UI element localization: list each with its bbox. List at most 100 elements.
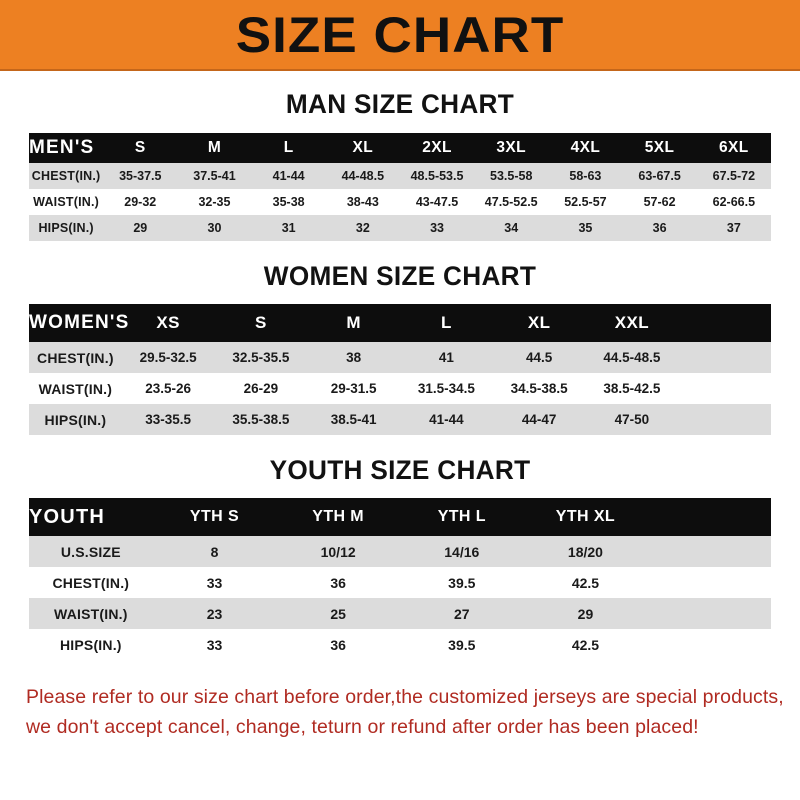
table-row: CHEST(IN.) 33 36 39.5 42.5 (29, 567, 771, 598)
table-row: CHEST(IN.) 29.5-32.5 32.5-35.5 38 41 44.… (29, 342, 771, 373)
women-row-1-cell-3: 31.5-34.5 (417, 381, 475, 396)
women-table-body: WOMEN'S XS S M L XL XXL CHEST(IN.) 29.5-… (29, 304, 771, 435)
man-row-2-cell-4: 33 (430, 221, 444, 235)
man-size-col-0: S (134, 139, 146, 156)
man-row-2-cell-5: 34 (504, 221, 519, 235)
youth-row-1-label: CHEST(IN.) (52, 574, 130, 591)
man-size-col-6: 4XL (570, 139, 601, 156)
man-size-col-3: XL (352, 139, 374, 156)
youth-row-3-cell-2: 39.5 (448, 636, 476, 653)
youth-row-1-cell-4 (647, 567, 771, 598)
man-table-body: MEN'S S M L XL 2XL 3XL 4XL 5XL 6XL CHEST… (29, 133, 771, 241)
women-size-col-4: XL (527, 313, 551, 332)
youth-row-0-cell-3: 18/20 (567, 543, 603, 560)
order-policy-note-line-1: Please refer to our size chart before or… (26, 686, 784, 708)
youth-size-col-1: YTH M (312, 508, 365, 525)
women-size-col-5: XXL (614, 313, 649, 332)
women-row-1-label: WAIST(IN.) (38, 380, 113, 397)
women-size-col-2: M (346, 313, 361, 332)
man-row-0-label: CHEST(IN.) (31, 169, 101, 183)
youth-row-0-cell-1: 10/12 (320, 543, 356, 560)
man-row-1-cell-8: 62-66.5 (712, 195, 756, 209)
man-row-0-cell-2: 41-44 (272, 169, 305, 183)
youth-table-header-row: YOUTH YTH S YTH M YTH L YTH XL (29, 498, 771, 536)
youth-row-1-cell-3: 42.5 (571, 574, 600, 591)
man-size-col-4: 2XL (422, 139, 452, 156)
youth-row-0-cell-2: 14/16 (444, 543, 480, 560)
man-row-0-cell-1: 37.5-41 (193, 169, 236, 183)
man-row-1-label: WAIST(IN.) (33, 195, 100, 209)
women-size-col-3: L (440, 313, 452, 332)
banner-title: SIZE CHART (235, 6, 565, 63)
youth-row-3-cell-3: 42.5 (571, 636, 600, 653)
youth-row-3-cell-0: 33 (206, 636, 223, 653)
youth-row-2-cell-2: 27 (454, 605, 470, 622)
women-row-1-cell-5: 38.5-42.5 (603, 381, 661, 396)
table-row: WAIST(IN.) 29-32 32-35 35-38 38-43 43-47… (29, 189, 771, 215)
women-row-1-cell-2: 29-31.5 (330, 381, 377, 396)
table-row: WAIST(IN.) 23.5-26 26-29 29-31.5 31.5-34… (29, 373, 771, 404)
order-policy-note-line-2: we don't accept cancel, change, teturn o… (26, 716, 699, 738)
man-size-col-2: L (283, 139, 294, 156)
man-row-2-cell-0: 29 (133, 221, 148, 235)
women-row-0-cell-6 (678, 342, 771, 373)
man-row-0-cell-3: 44-48.5 (341, 169, 385, 183)
man-row-0-cell-0: 35-37.5 (119, 169, 162, 183)
women-row-2-cell-6 (678, 404, 771, 435)
women-row-1-cell-0: 23.5-26 (145, 381, 192, 396)
table-row: HIPS(IN.) 33-35.5 35.5-38.5 38.5-41 41-4… (29, 404, 771, 435)
man-size-col-7: 5XL (644, 139, 675, 156)
man-row-2-cell-6: 35 (578, 221, 593, 235)
women-row-0-cell-2: 38 (346, 350, 362, 365)
women-row-2-cell-2: 38.5-41 (330, 412, 377, 427)
man-row-2-label: HIPS(IN.) (38, 221, 94, 235)
youth-table-body: YOUTH YTH S YTH M YTH L YTH XL U.S.SIZE … (29, 498, 771, 660)
man-row-2-cell-7: 36 (652, 221, 667, 235)
youth-header-label: YOUTH (29, 505, 105, 528)
youth-row-2-cell-3: 29 (577, 605, 594, 622)
youth-row-0-cell-0: 8 (210, 543, 219, 560)
man-row-1-cell-7: 57-62 (643, 195, 676, 209)
youth-row-0-label: U.S.SIZE (60, 543, 121, 560)
banner: SIZE CHART (0, 0, 800, 71)
women-row-1-cell-1: 26-29 (243, 381, 279, 396)
women-row-2-cell-5: 47-50 (614, 412, 650, 427)
man-row-0-cell-4: 48.5-53.5 (410, 169, 464, 183)
women-row-2-cell-0: 33-35.5 (145, 412, 192, 427)
man-size-table: MEN'S S M L XL 2XL 3XL 4XL 5XL 6XL CHEST… (29, 133, 771, 241)
youth-row-2-cell-0: 23 (206, 605, 223, 622)
man-row-0-cell-5: 53.5-58 (490, 169, 533, 183)
women-size-col-1: S (255, 313, 267, 332)
women-size-col-0: XS (156, 313, 180, 332)
women-row-2-cell-1: 35.5-38.5 (232, 412, 290, 427)
women-row-0-label: CHEST(IN.) (37, 349, 114, 366)
youth-size-col-2: YTH L (437, 508, 486, 525)
man-row-0-cell-7: 63-67.5 (638, 169, 681, 183)
man-row-1-cell-2: 35-38 (272, 195, 305, 209)
women-row-1-cell-4: 34.5-38.5 (510, 381, 568, 396)
man-row-1-cell-4: 43-47.5 (415, 195, 459, 209)
youth-row-3-cell-1: 36 (330, 636, 346, 653)
table-row: U.S.SIZE 8 10/12 14/16 18/20 (29, 536, 771, 567)
youth-row-1-cell-2: 39.5 (448, 574, 476, 591)
women-section-title: WOMEN SIZE CHART (263, 261, 537, 291)
man-row-2-cell-8: 37 (726, 221, 741, 235)
women-row-0-cell-5: 44.5-48.5 (603, 350, 661, 365)
man-size-col-1: M (207, 139, 222, 156)
table-row: CHEST(IN.) 35-37.5 37.5-41 41-44 44-48.5… (29, 163, 771, 189)
table-row: HIPS(IN.) 33 36 39.5 42.5 (29, 629, 771, 660)
man-row-1-cell-0: 29-32 (124, 195, 157, 209)
youth-size-col-4 (647, 498, 771, 536)
man-row-1-cell-5: 47.5-52.5 (484, 195, 538, 209)
man-size-col-5: 3XL (496, 139, 527, 156)
youth-row-1-cell-0: 33 (206, 574, 223, 591)
women-row-2-cell-4: 44-47 (521, 412, 557, 427)
women-row-2-label: HIPS(IN.) (44, 411, 107, 428)
youth-row-2-label: WAIST(IN.) (54, 605, 128, 622)
man-size-col-8: 6XL (719, 139, 749, 156)
youth-row-3-label: HIPS(IN.) (59, 636, 122, 653)
man-row-2-cell-3: 32 (355, 221, 370, 235)
man-row-1-cell-3: 38-43 (346, 195, 379, 209)
women-row-0-cell-0: 29.5-32.5 (139, 350, 197, 365)
